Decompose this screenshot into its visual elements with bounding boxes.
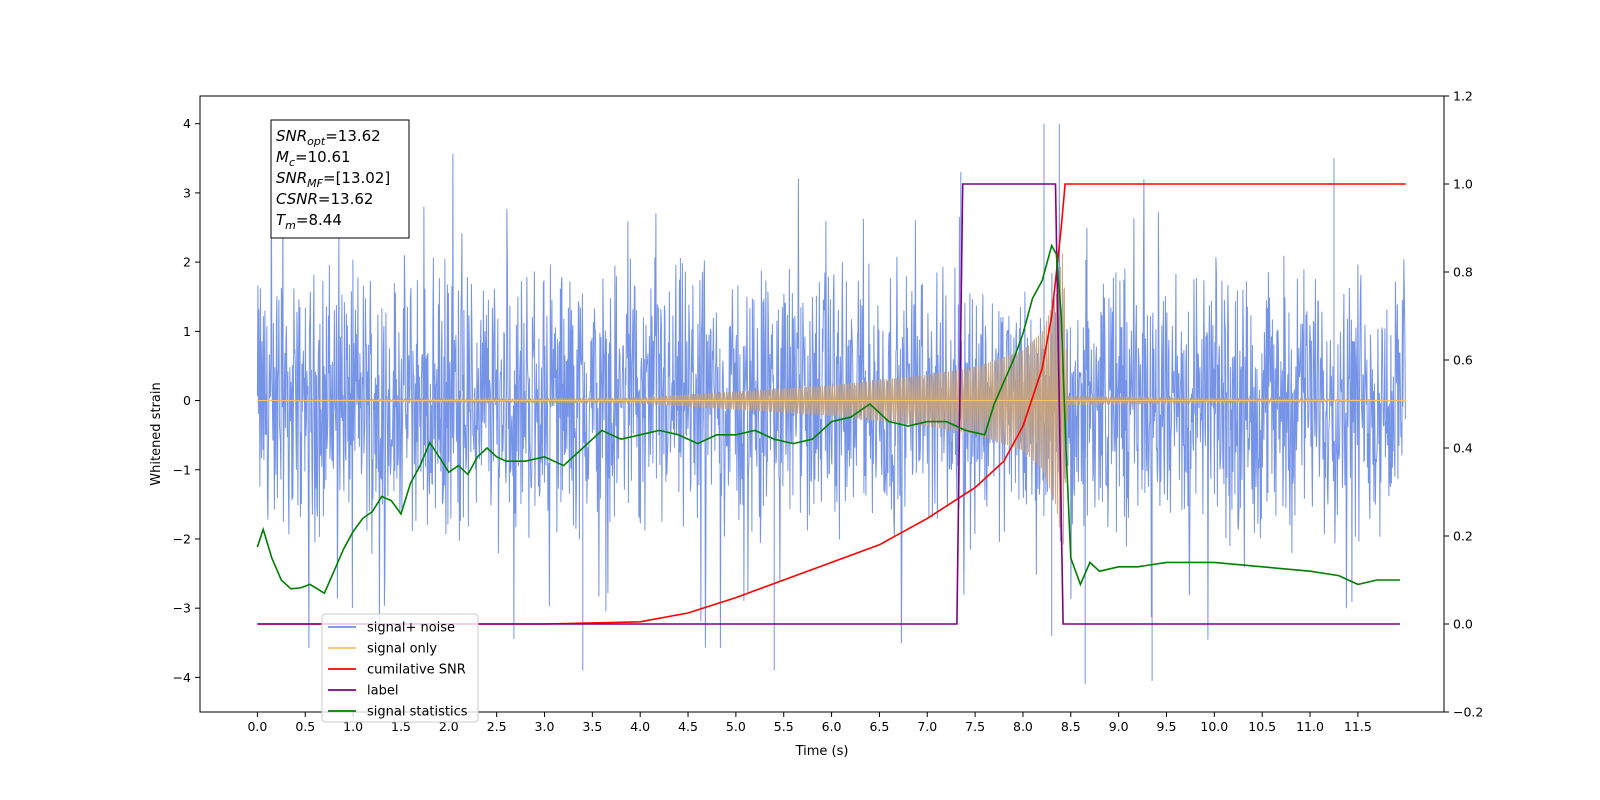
annotation-value: =8.44 [296, 211, 342, 229]
annotation-value: =13.62 [325, 127, 381, 145]
annotation-frame [270, 119, 410, 239]
x-tick-label: 6.5 [869, 719, 889, 734]
series-line-cumulative-snr [257, 183, 1406, 625]
annotation-line: SNRMF=[13.02] [276, 169, 390, 190]
x-tick-label: 2.5 [487, 719, 507, 734]
legend: signal+ noise signal only cumilative SNR la… [321, 613, 479, 723]
x-tick-label: 8.0 [1013, 719, 1033, 734]
y-left-tick-label: 3 [183, 185, 191, 200]
y-right-tick-label: 0.8 [1453, 265, 1473, 280]
annotation-symbol: CSNR [276, 190, 318, 208]
y-right-tick-label: 0.2 [1453, 529, 1473, 544]
y-right-tick-label: −0.2 [1453, 705, 1483, 720]
annotation-line: SNRopt=13.62 [276, 127, 381, 148]
y-axis-right: 1.2 1.0 0.8 0.6 0.4 0.2 0.0 −0.2 [1444, 89, 1483, 720]
x-tick-label: 4.5 [678, 719, 698, 734]
x-axis: 0.0 0.5 1.0 1.5 2.0 2.5 3.0 3.5 4.0 4.5 5.0 5.5 6.0 6… [247, 712, 1372, 734]
x-tick-label: 5.5 [774, 719, 794, 734]
y-right-tick-label: 0.6 [1453, 353, 1473, 368]
annotation-box: SNRopt=13.62Mc=10.61SNRMF=[13.02]CSNR=13… [270, 119, 410, 239]
plot-frame [199, 95, 1445, 713]
x-tick-label: 8.5 [1061, 719, 1081, 734]
series-line-signal-statistics [256, 243, 1400, 595]
annotation-value: =[13.02] [323, 169, 390, 187]
annotation-line: CSNR=13.62 [276, 190, 373, 208]
y-axis-title: Whitened strain [149, 382, 164, 485]
legend-label: signal+ noise [367, 621, 455, 636]
x-tick-label: 3.5 [582, 719, 602, 734]
annotation-line: Mc=10.61 [276, 148, 351, 169]
legend-frame [321, 613, 479, 723]
y-left-tick-label: 4 [183, 116, 191, 131]
y-left-tick-label: 0 [183, 393, 191, 408]
annotation-value: =10.61 [295, 148, 351, 166]
annotation-symbol: T [276, 211, 287, 229]
y-right-tick-label: 0.0 [1453, 617, 1473, 632]
x-tick-label: 6.0 [822, 719, 842, 734]
x-tick-label: 0.0 [247, 719, 267, 734]
annotation-subscript: opt [307, 135, 326, 148]
series-line-signal-only [257, 253, 1406, 545]
legend-label: signal statistics [367, 705, 468, 720]
x-tick-label: 7.0 [917, 719, 937, 734]
annotation-symbol: SNR [276, 169, 307, 187]
x-tick-label: 10.5 [1248, 719, 1276, 734]
annotation-subscript: MF [307, 177, 323, 190]
y-right-tick-label: 1.0 [1453, 177, 1473, 192]
annotation-value: =13.62 [318, 190, 374, 208]
legend-label: signal only [367, 642, 437, 657]
x-tick-label: 9.0 [1109, 719, 1129, 734]
y-axis-left: 4 3 2 1 0 −1 −2 −3 −4 [173, 116, 200, 685]
x-tick-label: 1.5 [391, 719, 411, 734]
series-layer [256, 123, 1406, 685]
y-left-tick-label: −3 [173, 601, 191, 616]
y-right-tick-label: 0.4 [1453, 441, 1473, 456]
y-left-tick-label: −4 [173, 670, 191, 685]
x-tick-label: 7.5 [965, 719, 985, 734]
x-tick-label: 4.0 [630, 719, 650, 734]
annotation-line: Tm=8.44 [276, 211, 342, 232]
annotation-subscript: c [289, 156, 295, 169]
x-tick-label: 1.0 [343, 719, 363, 734]
x-tick-label: 10.0 [1200, 719, 1228, 734]
annotation-subscript: m [285, 219, 296, 232]
series-line-label [257, 183, 1400, 625]
y-left-tick-label: −1 [173, 462, 191, 477]
x-tick-label: 9.5 [1157, 719, 1177, 734]
x-tick-label: 5.0 [726, 719, 746, 734]
x-tick-label: 3.0 [535, 719, 555, 734]
x-axis-title: Time (s) [795, 744, 849, 759]
y-left-tick-label: 2 [183, 255, 191, 270]
y-left-tick-label: 1 [183, 324, 191, 339]
legend-label: label [367, 684, 398, 699]
x-tick-label: 11.5 [1344, 719, 1372, 734]
annotation-symbol: M [276, 148, 289, 166]
x-tick-label: 0.5 [295, 719, 315, 734]
y-right-tick-label: 1.2 [1453, 89, 1473, 104]
x-tick-label: 2.0 [439, 719, 459, 734]
x-tick-label: 11.0 [1296, 719, 1324, 734]
annotation-symbol: SNR [276, 127, 307, 145]
series-line-signal-noise [256, 123, 1406, 685]
y-left-tick-label: −2 [173, 531, 191, 546]
legend-label: cumilative SNR [367, 663, 466, 678]
